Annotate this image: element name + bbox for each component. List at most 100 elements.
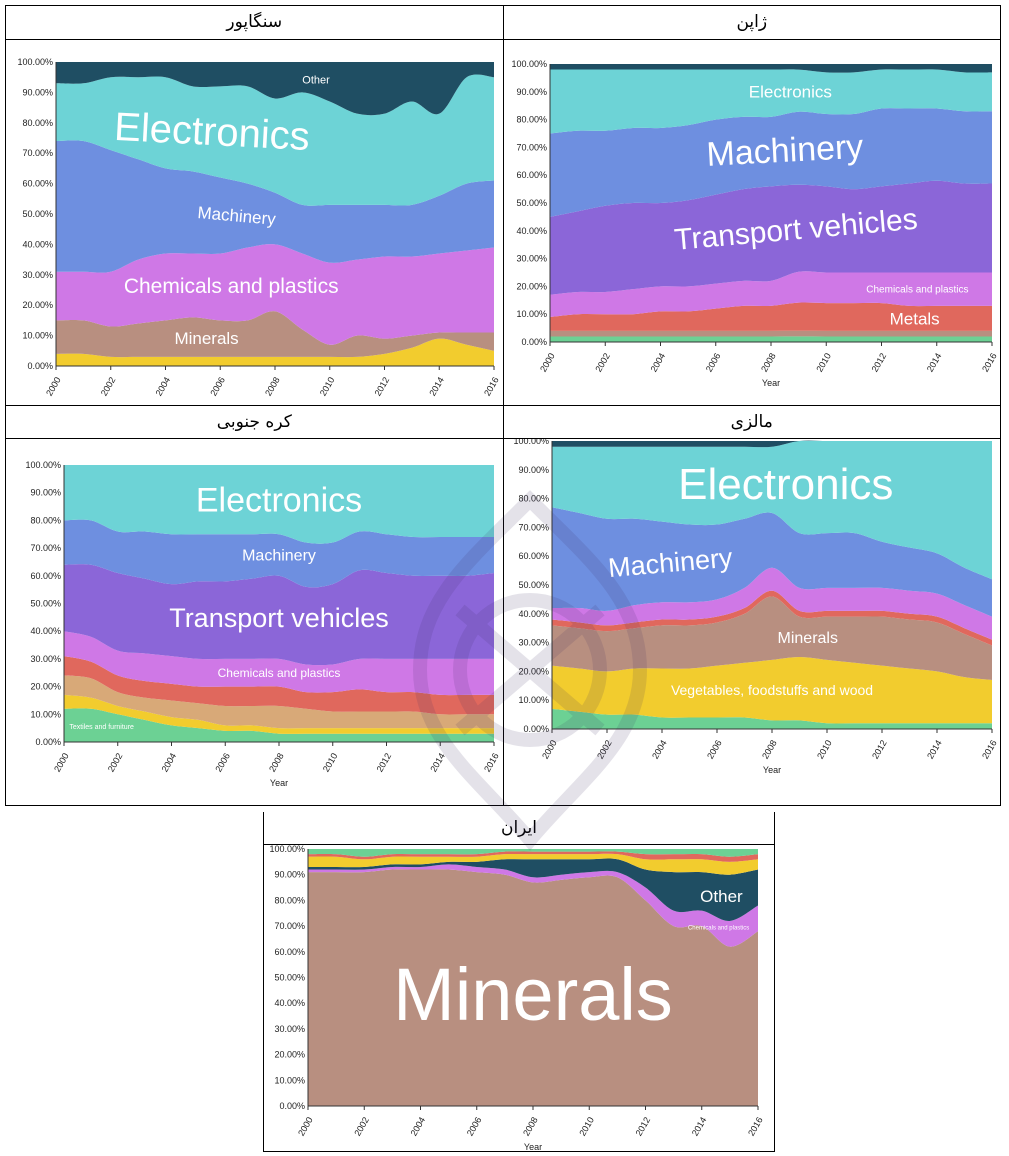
y-tick-label: 0.00% [521,337,547,347]
y-tick-label: 10.00% [518,696,549,706]
y-tick-label: 10.00% [516,309,547,319]
chart-cell-singapore: 0.00% 10.00% 20.00% 30.00% 40.00% 50.00% 60.00… [5,38,504,406]
y-tick-label: 50.00% [274,973,305,983]
series-area-minerals [56,310,494,357]
series-area-textiles [551,709,992,730]
series-area-transport-vehicles [549,180,992,295]
y-tick-label: 40.00% [22,239,53,249]
series-area-metals [549,302,992,331]
x-tick-label: 2000 [44,375,63,397]
x-tick-label: 2010 [577,1115,596,1137]
x-tick-label: 2008 [263,375,282,397]
y-tick-label: 20.00% [30,682,61,692]
x-tick-label: 2006 [213,752,232,774]
band-label: Machinery [242,548,316,565]
x-tick-label: 2006 [208,375,227,397]
x-tick-label: 2002 [352,1115,371,1137]
band-label: Other [302,74,330,86]
series-area-chemicals-and-plastics [56,243,494,345]
chart-cell-malaysia: 0.00% 10.00% 20.00% 30.00% 40.00% 50.00% 60.00… [502,438,1001,806]
x-tick-label: 2004 [160,752,179,774]
series-area-textiles-and-furniture [64,708,494,743]
series-area-transport-vehicles [64,564,494,666]
y-tick-label: 50.00% [518,580,549,590]
y-tick-label: 90.00% [274,870,305,880]
x-tick-label: 2016 [482,375,501,397]
band-label: Minerals [393,953,673,1036]
x-tick-label: 2002 [106,752,125,774]
series-area-electronics [64,465,494,545]
y-tick-label: 20.00% [518,667,549,677]
y-tick-label: 90.00% [518,465,549,475]
panel-title-korea: کره جنوبی [5,404,504,440]
x-axis-label: Year [270,778,288,788]
band-label: Textiles and furniture [69,724,134,731]
y-tick-label: 100.00% [269,845,305,854]
x-axis-label: Year [762,765,780,775]
x-tick-label: 2012 [373,375,392,397]
band-label: Chemicals and plastics [218,666,341,680]
band-label: Minerals [174,328,238,347]
y-tick-label: 90.00% [30,488,61,498]
series-area-electronics [549,68,992,133]
y-tick-label: 20.00% [516,281,547,291]
series-area-textiles [549,335,992,342]
y-tick-label: 80.00% [516,114,547,124]
x-tick-label: 2006 [705,739,724,761]
x-tick-label: 2010 [815,739,834,761]
x-tick-label: 2008 [760,739,779,761]
x-tick-label: 2008 [759,351,778,373]
panel-title-iran: ایران [264,812,774,845]
series-area-metals [308,851,758,862]
series-area-vegetables [64,695,494,735]
y-tick-label: 100.00% [511,59,547,69]
x-tick-label: 2002 [595,739,614,761]
x-tick-label: 2016 [980,351,999,373]
x-tick-label: 2010 [318,375,337,397]
chart-singapore: 0.00% 10.00% 20.00% 30.00% 40.00% 50.00% 60.00… [17,57,501,398]
x-tick-label: 2004 [409,1115,428,1137]
y-tick-label: 100.00% [513,439,549,446]
y-tick-label: 70.00% [518,523,549,533]
series-area-minerals [308,869,758,1106]
series-area-chemicals-and-plastics [308,864,758,947]
x-tick-label: 2014 [924,351,943,373]
y-tick-label: 70.00% [274,921,305,931]
iran-panel: ایران 0.00% 10.00% 20.00% 30.00% 40.00% 50.00… [263,812,775,1152]
band-label: Electronics [748,82,831,101]
series-area-chemicals-and-plastics [549,270,992,317]
y-tick-label: 100.00% [25,460,61,470]
y-tick-label: 10.00% [22,330,53,340]
panel-title-singapore: سنگاپور [5,5,504,40]
band-label: Chemicals and plastics [866,284,968,295]
series-area-metals [64,656,494,715]
y-tick-label: 30.00% [274,1024,305,1034]
y-tick-label: 70.00% [30,544,61,554]
band-label: Electronics [113,104,311,158]
y-tick-label: 40.00% [518,609,549,619]
series-area-metals [551,591,992,646]
y-tick-label: 30.00% [22,269,53,279]
y-tick-label: 0.00% [523,724,549,734]
chart-korea: 0.00% 10.00% 20.00% 30.00% 40.00% 50.00% 60.00… [25,460,500,788]
x-tick-label: 2012 [869,351,888,373]
band-label: Metals [889,309,939,328]
series-area-electronics [551,441,992,580]
series-area-vegetables-foodstuffs-and-wood [551,657,992,724]
y-tick-label: 50.00% [516,198,547,208]
x-tick-label: 2016 [746,1115,765,1137]
y-tick-label: 20.00% [22,300,53,310]
y-tick-label: 30.00% [516,253,547,263]
series-area-minerals [551,596,992,681]
series-area-machinery [549,107,992,217]
y-tick-label: 80.00% [518,494,549,504]
x-tick-label: 2000 [538,351,557,373]
band-label: Minerals [777,630,837,647]
y-tick-label: 30.00% [30,654,61,664]
y-tick-label: 80.00% [30,516,61,526]
chart-iran: 0.00% 10.00% 20.00% 30.00% 40.00% 50.00% 60.00… [269,845,765,1151]
y-tick-label: 60.00% [274,947,305,957]
series-area-electronics [56,73,494,206]
series-area-textiles [308,849,758,857]
x-tick-label: 2010 [321,752,340,774]
